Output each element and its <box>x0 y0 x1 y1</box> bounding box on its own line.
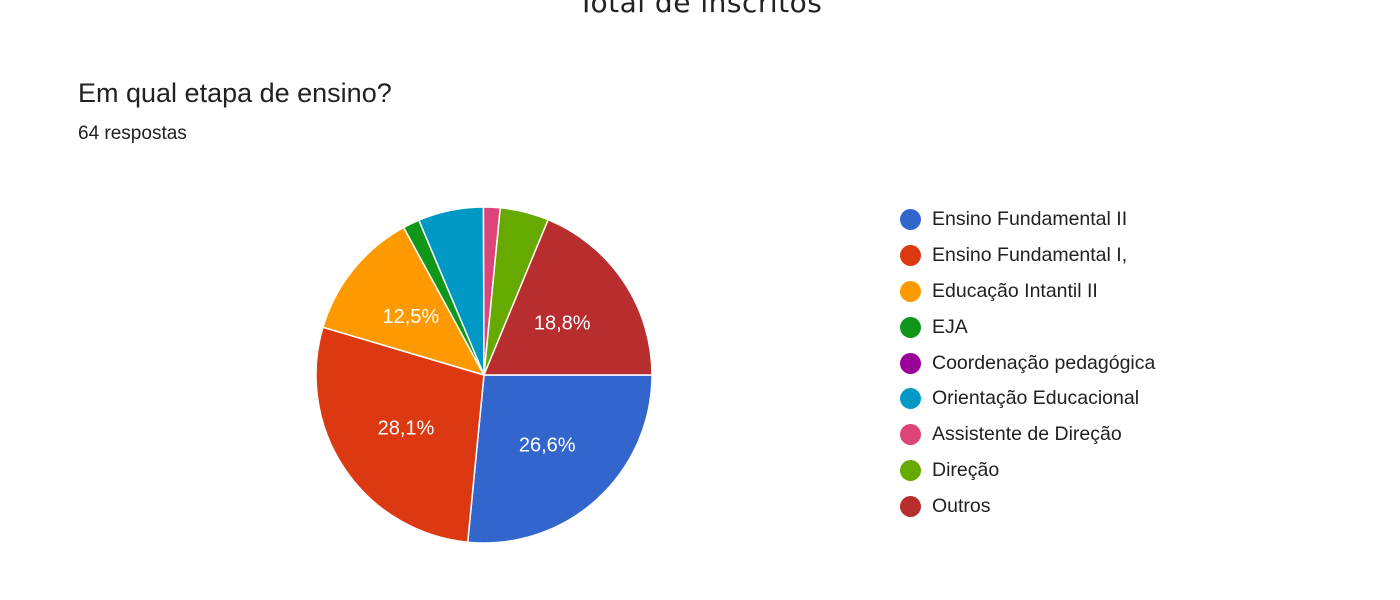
pie-slice-ensino-fundamental-ii <box>466 374 653 544</box>
legend-swatch <box>900 280 921 302</box>
legend-item-coordenacao-pedagogica: Coordenação pedagógica <box>900 345 1155 381</box>
legend-label: Outros <box>932 494 991 517</box>
legend-swatch <box>900 352 921 374</box>
legend-item-outros: Outros <box>900 488 1155 524</box>
legend-label: Direção <box>932 458 1000 481</box>
legend-item-ensino-fundamental-ii: Ensino Fundamental II <box>900 202 1155 238</box>
data-label-ensino-fundamental-i: 28,1% <box>378 418 435 440</box>
legend-swatch <box>900 245 921 267</box>
legend-item-direcao: Direção <box>900 453 1155 489</box>
question-title: Em qual etapa de ensino? <box>78 78 392 108</box>
legend-swatch <box>900 424 921 446</box>
legend-item-assistente-de-direcao: Assistente de Direção <box>900 417 1155 453</box>
legend-item-orientacao-educacional: Orientação Educacional <box>900 381 1155 417</box>
page-title: Total de inscritos <box>577 0 823 19</box>
data-label-ensino-fundamental-ii: 26,6% <box>519 435 576 457</box>
legend-label: Coordenação pedagógica <box>932 351 1156 374</box>
legend-swatch <box>900 459 921 481</box>
legend-swatch <box>900 388 921 410</box>
data-label-outros: 18,8% <box>534 313 591 335</box>
legend-label: Assistente de Direção <box>932 423 1122 446</box>
legend-item-eja: EJA <box>900 309 1155 345</box>
pie-slice-educacao-intantil-ii <box>322 226 486 377</box>
pie-slice-outros <box>482 218 653 376</box>
response-count: 64 respostas <box>78 123 187 144</box>
legend-swatch <box>900 209 921 231</box>
legend-swatch <box>900 316 921 338</box>
data-label-educacao-intantil-ii: 12,5% <box>383 306 440 328</box>
legend-label: Ensino Fundamental II <box>932 208 1128 231</box>
legend-swatch <box>900 495 921 517</box>
legend-label: EJA <box>932 315 968 338</box>
legend-item-educacao-intantil-ii: Educação Intantil II <box>900 274 1155 310</box>
chart-legend: Ensino Fundamental II Ensino Fundamental … <box>900 202 1155 524</box>
legend-label: Ensino Fundamental I, <box>932 244 1128 267</box>
legend-label: Educação Intantil II <box>932 279 1098 302</box>
legend-label: Orientação Educacional <box>932 387 1140 410</box>
legend-item-ensino-fundamental-i: Ensino Fundamental I, <box>900 238 1155 274</box>
pie-slice-ensino-fundamental-i <box>315 326 485 544</box>
